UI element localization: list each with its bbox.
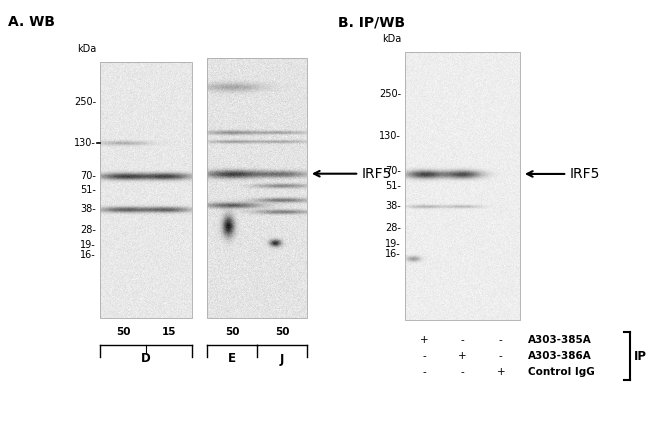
Text: E: E bbox=[228, 353, 236, 365]
Text: -: - bbox=[499, 335, 502, 345]
Text: kDa: kDa bbox=[382, 34, 401, 44]
Bar bbox=[100, 62, 192, 318]
Text: +: + bbox=[458, 351, 467, 361]
Text: B. IP/WB: B. IP/WB bbox=[338, 15, 405, 29]
Text: IRF5: IRF5 bbox=[314, 167, 393, 181]
Bar bbox=[207, 58, 307, 318]
Text: 130-: 130- bbox=[379, 131, 401, 141]
Text: 250-: 250- bbox=[74, 97, 96, 107]
Text: -: - bbox=[461, 335, 464, 345]
Text: 28-: 28- bbox=[80, 225, 96, 235]
Text: 16-: 16- bbox=[80, 250, 96, 260]
Text: 50: 50 bbox=[275, 327, 289, 337]
Text: 50: 50 bbox=[225, 327, 239, 337]
Text: -: - bbox=[422, 367, 426, 377]
Text: +: + bbox=[497, 367, 505, 377]
Text: Control IgG: Control IgG bbox=[528, 367, 595, 377]
Text: 250-: 250- bbox=[379, 88, 401, 99]
Text: IP: IP bbox=[634, 350, 647, 363]
Text: A303-385A: A303-385A bbox=[528, 335, 592, 345]
Text: 38-: 38- bbox=[80, 204, 96, 214]
Text: 38-: 38- bbox=[385, 201, 401, 211]
Text: 70-: 70- bbox=[80, 171, 96, 181]
Text: -: - bbox=[499, 351, 502, 361]
Text: A303-386A: A303-386A bbox=[528, 351, 592, 361]
Text: 19-: 19- bbox=[385, 239, 401, 249]
Text: 15: 15 bbox=[162, 327, 176, 337]
Text: 51-: 51- bbox=[385, 181, 401, 191]
Text: J: J bbox=[280, 353, 284, 365]
Text: -: - bbox=[461, 367, 464, 377]
Text: 50: 50 bbox=[116, 327, 130, 337]
Text: A. WB: A. WB bbox=[8, 15, 55, 29]
Text: kDa: kDa bbox=[77, 44, 96, 54]
Text: 70-: 70- bbox=[385, 166, 401, 176]
Text: D: D bbox=[141, 353, 151, 365]
Text: 16-: 16- bbox=[385, 249, 401, 259]
Text: 130-: 130- bbox=[74, 138, 96, 148]
Bar bbox=[405, 52, 520, 320]
Text: 19-: 19- bbox=[80, 240, 96, 250]
Text: 51-: 51- bbox=[80, 185, 96, 195]
Text: 28-: 28- bbox=[385, 223, 401, 233]
Text: +: + bbox=[420, 335, 428, 345]
Text: -: - bbox=[422, 351, 426, 361]
Text: IRF5: IRF5 bbox=[527, 167, 601, 181]
